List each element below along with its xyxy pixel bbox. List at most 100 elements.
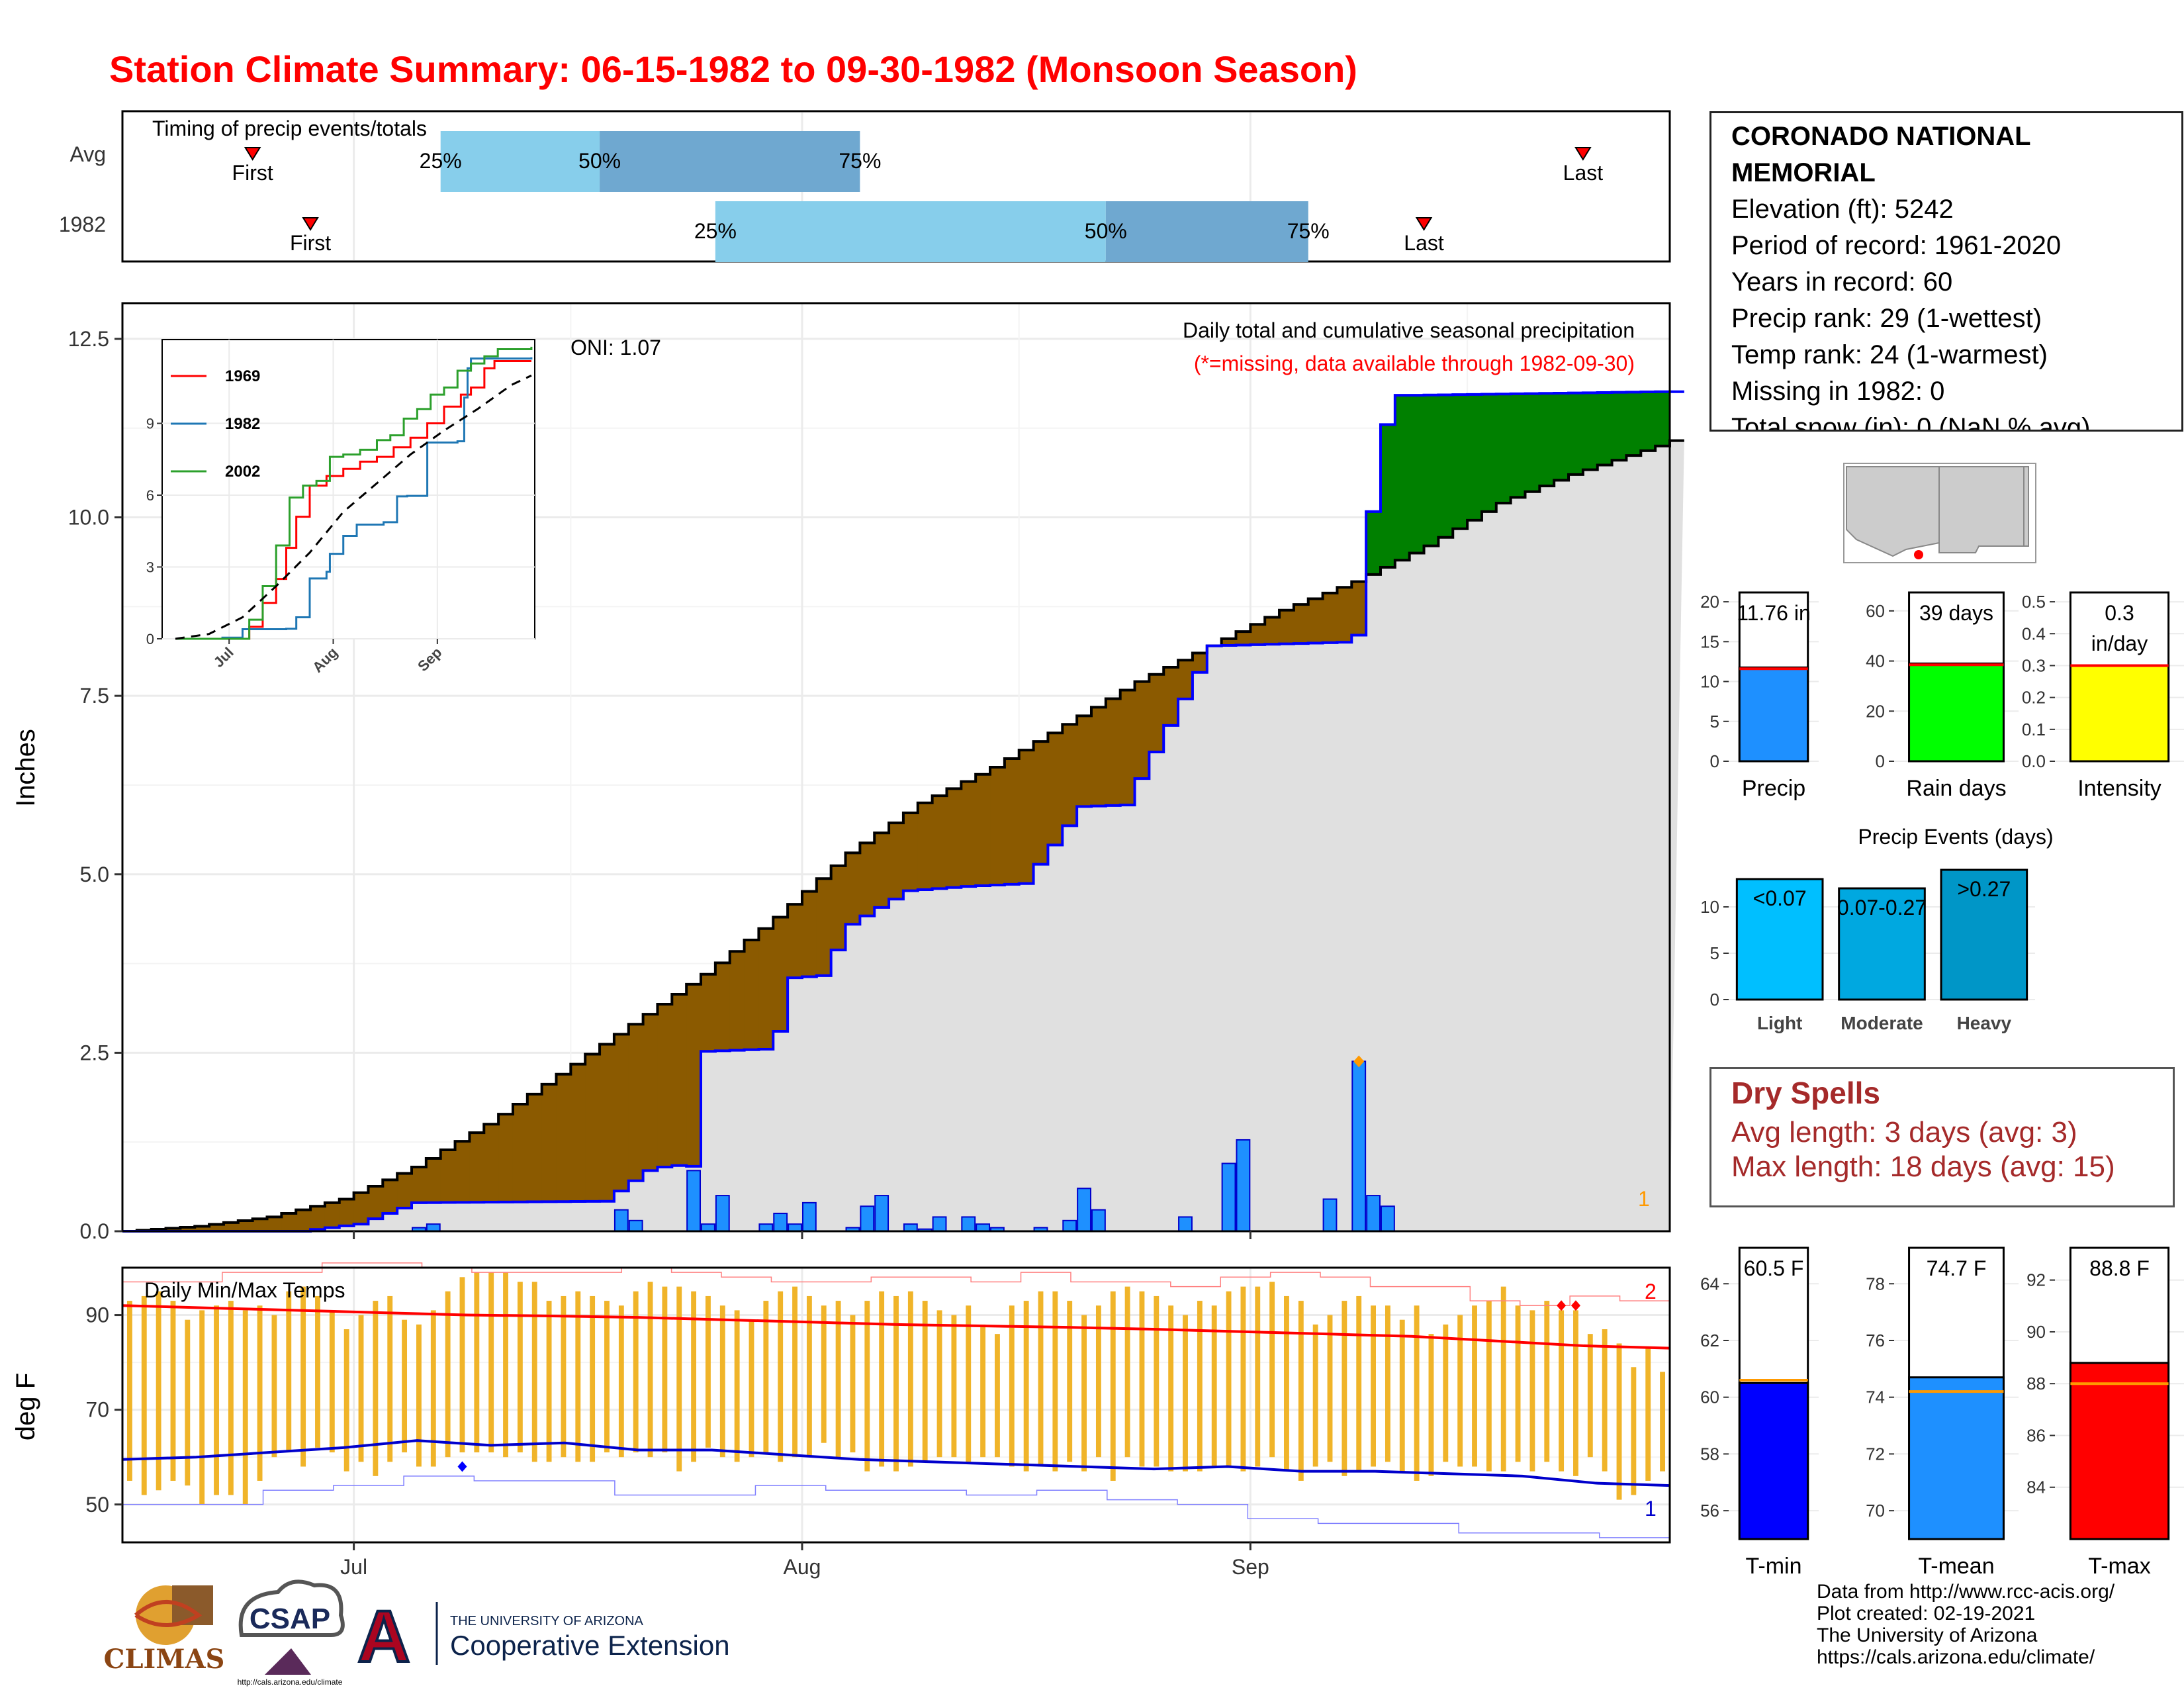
temp-range-bar <box>778 1291 784 1462</box>
temp-range-bar <box>835 1301 841 1458</box>
intensity-summary-bar <box>2069 664 2170 763</box>
tmin-temp-summary-ytick-label: 64 <box>1700 1274 1719 1293</box>
tmin-temp-summary-label: T-min <box>1746 1554 1802 1579</box>
summary-charts: 11.76 in 0 5 10 15 20 Precip 39 days 0 20 40 60 Rain… <box>1700 586 2184 1579</box>
temp-range-bar <box>1500 1286 1506 1472</box>
temp-range-bar <box>633 1291 639 1453</box>
temp-range-bar <box>1428 1334 1434 1476</box>
temp-range-bar <box>170 1301 176 1481</box>
deficit-area <box>353 1192 369 1225</box>
surplus-area <box>1569 393 1584 475</box>
raindays-summary-value: 39 days <box>1919 601 1993 625</box>
inset-gridlines <box>162 340 535 639</box>
deficit-area <box>701 974 716 1052</box>
daily-precip-bar <box>874 1195 889 1232</box>
csap-mountain-icon <box>265 1648 311 1675</box>
first-marker-icon <box>302 217 319 231</box>
station-period: Period of record: 1961-2020 <box>1731 231 2062 260</box>
deficit-area <box>643 1014 659 1171</box>
temp-range-bar <box>1081 1315 1087 1472</box>
temp-ylabel: deg F <box>11 1373 40 1440</box>
daily-precip-bar <box>701 1223 715 1232</box>
main-plot-frame <box>121 302 1671 1233</box>
map-state-arizona <box>1938 466 2029 553</box>
deficit-area <box>1250 624 1265 645</box>
temp-range-bar <box>1197 1301 1203 1472</box>
deficit-area <box>600 1044 615 1201</box>
logos: CLIMAS CSAP http://cals.arizona.edu/clim… <box>104 1579 730 1687</box>
deficit-area <box>383 1180 398 1214</box>
temp-y-ticks: 50 70 90 <box>85 1303 122 1517</box>
deficit-area <box>570 1064 586 1202</box>
station-precip-rank: Precip rank: 29 (1-wettest) <box>1731 304 2042 333</box>
timing-label-50: 50% <box>1085 219 1127 243</box>
deficit-area <box>1337 587 1352 643</box>
temp-range-bar <box>1255 1286 1261 1467</box>
surplus-area <box>1453 395 1468 529</box>
daily-precip-bar <box>628 1219 643 1233</box>
timing-label-75: 75% <box>1287 219 1330 243</box>
credit-data-source: Data from http://www.rcc-acis.org/ <box>1817 1581 2115 1603</box>
deficit-area <box>1236 632 1251 645</box>
station-elevation: Elevation (ft): 5242 <box>1731 195 1954 224</box>
surplus-area <box>1525 393 1540 492</box>
temp-range-bar <box>1312 1324 1318 1467</box>
temp-range-bar <box>907 1291 913 1467</box>
deficit-area <box>455 1141 471 1203</box>
precip-summary-ytick-label: 20 <box>1700 592 1719 612</box>
temp-range-bar <box>1269 1282 1275 1458</box>
temp-range-bar <box>1356 1295 1362 1472</box>
temp-range-bar <box>271 1315 277 1458</box>
temp-range-bar <box>1472 1305 1477 1467</box>
daily-precip-bar <box>1366 1195 1381 1232</box>
surplus-area <box>1366 511 1381 575</box>
tmin-temp-summary-ytick-label: 62 <box>1700 1331 1719 1350</box>
temp-record-marker <box>457 1461 467 1472</box>
main-lines <box>122 390 1684 1233</box>
temp-range-bar <box>1154 1295 1160 1467</box>
precip-summary-value: 11.76 in <box>1737 601 1811 625</box>
temp-range-bar <box>734 1310 740 1462</box>
timing-row-label-year: 1982 <box>59 212 106 236</box>
deficit-area <box>874 833 889 908</box>
events-bar <box>1940 868 2028 1001</box>
deficit-area <box>773 917 788 1032</box>
temp-range-bar <box>1486 1301 1492 1472</box>
daily-precip-bar <box>932 1216 947 1233</box>
temp-range-bar <box>185 1319 191 1486</box>
station-missing: Missing in 1982: 0 <box>1731 377 1945 406</box>
tmean-temp-summary-ytick-label: 78 <box>1866 1274 1885 1293</box>
deficit-area <box>889 823 904 900</box>
deficit-area <box>1279 610 1295 644</box>
inset-legend-label: 1982 <box>225 415 260 433</box>
temp-daily-bars <box>126 1272 1666 1505</box>
last-label: Last <box>1404 231 1444 255</box>
temp-range-bar <box>561 1295 567 1458</box>
events-bar-label: <0.07 <box>1753 886 1807 910</box>
daily-precip-bar <box>1351 1060 1367 1233</box>
tmin-temp-summary: 60.5 F 56 58 60 62 64 T-min <box>1700 1241 1819 1579</box>
deficit-area <box>801 891 817 977</box>
deficit-area <box>1077 716 1092 807</box>
deficit-area <box>310 1206 326 1230</box>
temp-range-bar <box>199 1310 205 1505</box>
tmax-temp-summary-ytick-label: 84 <box>2026 1477 2046 1497</box>
temp-range-bar <box>980 1324 986 1458</box>
station-snow: Total snow (in): 0 (NaN % avg) <box>1731 413 2091 432</box>
tmin-temp-summary-value: 60.5 F <box>1744 1256 1804 1280</box>
tmean-temp-summary-ytick-label: 70 <box>1866 1501 1885 1521</box>
temp-range-bar <box>590 1295 596 1462</box>
deficit-area <box>1178 660 1193 699</box>
daily-precip-bar <box>758 1223 774 1232</box>
credit-university: The University of Arizona <box>1817 1624 2038 1646</box>
main-ytick-label: 12.5 <box>68 327 109 351</box>
deficit-area <box>209 1224 224 1231</box>
temp-range-bar <box>387 1295 393 1462</box>
temp-range-bar <box>1559 1310 1565 1472</box>
deficit-area <box>1048 733 1063 845</box>
temp-range-bar <box>1139 1291 1145 1467</box>
surplus-area <box>1612 392 1627 461</box>
daily-precip-bar <box>903 1223 918 1232</box>
temp-chart-title: Daily Min/Max Temps <box>144 1278 345 1302</box>
